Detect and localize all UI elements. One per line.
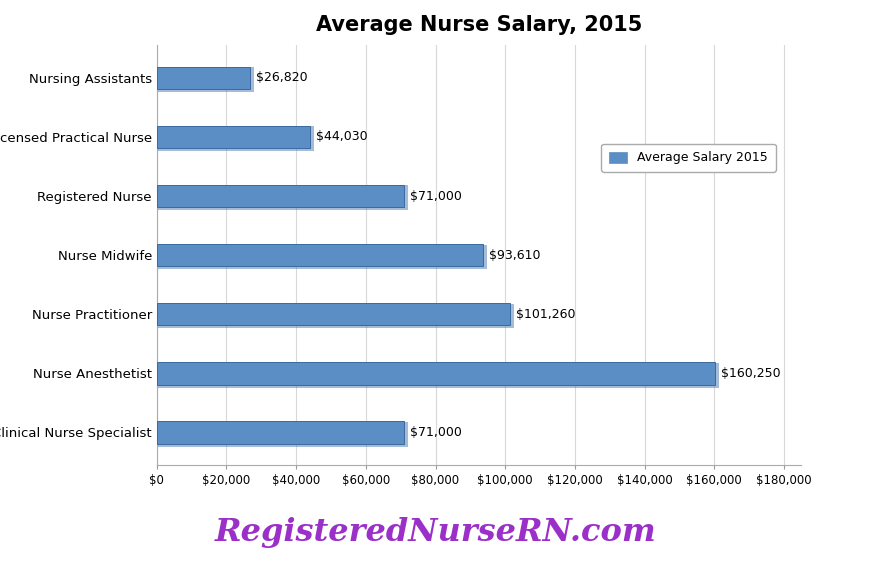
Legend: Average Salary 2015: Average Salary 2015	[601, 144, 776, 172]
Title: Average Nurse Salary, 2015: Average Nurse Salary, 2015	[316, 15, 642, 36]
Bar	[157, 126, 314, 151]
Bar	[157, 303, 510, 325]
Bar	[157, 362, 715, 384]
Bar	[157, 244, 487, 269]
Text: $160,250: $160,250	[721, 367, 781, 380]
Text: RegisteredNurseRN.com: RegisteredNurseRN.com	[214, 518, 657, 548]
Bar	[157, 67, 254, 92]
Text: $93,610: $93,610	[490, 249, 541, 261]
Text: $71,000: $71,000	[410, 426, 463, 439]
Bar	[157, 185, 408, 210]
Bar	[157, 185, 404, 208]
Text: $71,000: $71,000	[410, 189, 463, 202]
Bar	[157, 421, 404, 443]
Bar	[157, 244, 483, 266]
Bar	[157, 126, 310, 148]
Text: $101,260: $101,260	[516, 308, 576, 321]
Text: $44,030: $44,030	[316, 130, 368, 143]
Bar	[157, 363, 719, 387]
Text: $26,820: $26,820	[256, 71, 308, 84]
Bar	[157, 67, 250, 89]
Bar	[157, 303, 514, 328]
Bar	[157, 422, 408, 447]
